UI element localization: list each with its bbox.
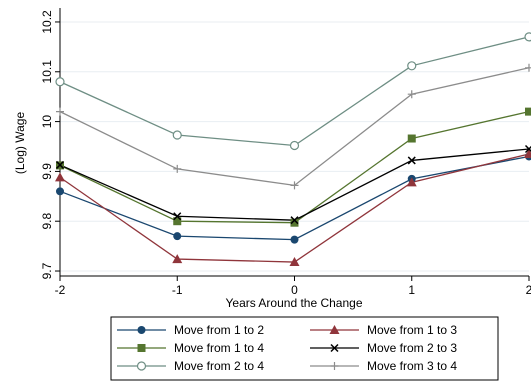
legend-marker-5 [138, 362, 146, 370]
x-tick-label-3: 1 [408, 283, 415, 297]
legend-label-1: Move from 1 to 2 [174, 323, 264, 337]
series-3-point-5 [525, 108, 531, 116]
x-tick-label-4: 2 [526, 283, 531, 297]
x-tick-label-0: -2 [55, 283, 66, 297]
y-axis-title: (Log) Wage [13, 112, 27, 175]
y-tick-label-1: 9.8 [40, 213, 54, 230]
series-5-point-5 [525, 33, 531, 41]
series-5-point-4 [408, 62, 416, 70]
legend-label-5: Move from 2 to 4 [174, 359, 264, 373]
y-tick-label-4: 10.1 [40, 60, 54, 84]
x-tick-label-1: -1 [172, 283, 183, 297]
legend-marker-1 [138, 326, 146, 334]
series-3-point-4 [408, 135, 416, 143]
legend-label-4: Move from 2 to 3 [367, 341, 457, 355]
legend-marker-3 [138, 344, 146, 352]
series-5-point-3 [291, 141, 299, 149]
x-tick-label-2: 0 [291, 283, 298, 297]
legend-label-3: Move from 1 to 4 [174, 341, 264, 355]
series-1-point-1 [56, 187, 64, 195]
series-1-point-2 [173, 232, 181, 240]
y-tick-label-2: 9.9 [40, 163, 54, 180]
legend: Move from 1 to 2 Move from 1 to 3 Move fro… [111, 317, 498, 380]
x-axis-title: Years Around the Change [226, 296, 363, 310]
legend-label-6: Move from 3 to 4 [367, 359, 457, 373]
legend-label-2: Move from 1 to 3 [367, 323, 457, 337]
y-tick-label-5: 10.2 [40, 10, 54, 34]
series-1-point-3 [291, 236, 299, 244]
series-5-point-1 [56, 78, 64, 86]
series-5-point-2 [173, 131, 181, 139]
y-tick-label-0: 9.7 [40, 262, 54, 279]
y-tick-label-3: 10 [40, 115, 54, 129]
